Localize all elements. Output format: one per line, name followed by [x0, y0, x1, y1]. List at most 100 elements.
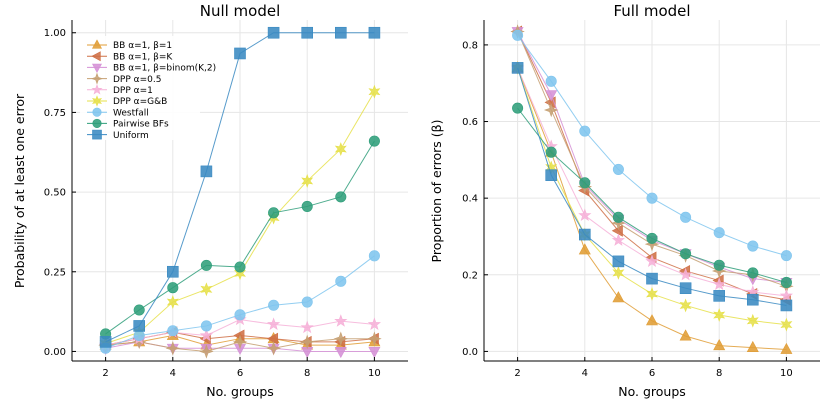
- full-model-point-dpp-g-b: [713, 308, 726, 322]
- null-model-point-bb-1-k: [266, 332, 279, 345]
- null-model-y-tick-label: 1.00: [44, 28, 66, 39]
- full-model-panel: Full model 2 4 6 8 10 0.0 0.2 0.4 0.6 0.8 No. gro…: [429, 2, 820, 399]
- null-model-point-westfall: [301, 296, 313, 308]
- null-model-point-dpp-0-5: [367, 331, 382, 346]
- null-model-y-tick-label: 0.00: [44, 347, 66, 358]
- full-model-point-bb-1-1: [679, 329, 692, 341]
- full-model-x-tick-label: 8: [716, 368, 722, 379]
- null-model-point-uniform: [200, 165, 213, 178]
- null-model-point-dpp-0-5: [333, 331, 349, 346]
- full-model-point-uniform: [679, 282, 692, 295]
- full-model-point-pairwise-bfs: [646, 232, 658, 244]
- null-model-point-westfall: [368, 250, 380, 262]
- full-model-point-westfall: [713, 227, 725, 239]
- full-model-point-uniform: [578, 228, 591, 241]
- legend-label-bb-1-k: BB α=1, β=K: [113, 52, 173, 62]
- null-model-series: [98, 26, 382, 359]
- full-model-point-westfall: [579, 125, 591, 137]
- legend-marker-bb-1-binom-k-2: [91, 63, 103, 73]
- null-model-point-dpp-g-b: [368, 84, 381, 99]
- null-model-point-pairwise-bfs: [301, 200, 313, 212]
- null-model-point-pairwise-bfs: [167, 282, 179, 294]
- full-model-x-tick-label: 4: [582, 368, 588, 379]
- null-model-point-uniform: [368, 26, 381, 39]
- legend-marker-dpp-g-b: [91, 95, 103, 107]
- full-model-x-tick-label: 6: [649, 368, 655, 379]
- null-model-point-pairwise-bfs: [200, 259, 212, 271]
- legend-marker-westfall: [92, 107, 102, 117]
- null-model-point-uniform: [334, 26, 347, 39]
- legend-marker-dpp-0-5: [90, 72, 104, 85]
- null-model-point-uniform: [133, 320, 145, 332]
- full-model-point-dpp-g-b: [780, 317, 793, 332]
- full-model-point-westfall: [612, 163, 624, 175]
- full-model-point-pairwise-bfs: [747, 267, 759, 279]
- null-model-point-bb-1-binom-k-2: [334, 347, 347, 359]
- legend-label-bb-1-binom-k-2: BB α=1, β=binom(K,2): [113, 64, 216, 74]
- null-model-point-uniform: [167, 265, 179, 278]
- null-model-x-label: No. groups: [206, 384, 274, 399]
- full-model-point-bb-1-1: [578, 243, 591, 255]
- full-model-point-pairwise-bfs: [512, 102, 524, 114]
- null-model-point-westfall: [335, 275, 347, 287]
- full-model-x-label: No. groups: [618, 384, 686, 399]
- null-model-point-dpp-0-5: [199, 344, 214, 359]
- full-model-point-dpp-g-b: [679, 298, 692, 313]
- null-model-x-tick-label: 2: [102, 368, 108, 379]
- full-model-point-dpp-g-b: [612, 265, 625, 280]
- null-model-x-tick-label: 4: [170, 368, 176, 379]
- null-model-point-dpp-1: [367, 317, 381, 330]
- full-model-ticks: 2 4 6 8 10 0.0 0.2 0.4 0.6 0.8: [462, 40, 793, 379]
- full-model-point-bb-1-1: [645, 314, 659, 326]
- null-model-point-pairwise-bfs: [234, 261, 246, 273]
- full-model-point-uniform: [511, 62, 524, 74]
- legend: BB α=1, β=1BB α=1, β=K BB α=1, β=binom(K,…: [80, 36, 216, 141]
- full-model-point-pairwise-bfs: [612, 211, 624, 223]
- full-model-point-dpp-0-5: [711, 263, 727, 279]
- full-model-point-pairwise-bfs: [545, 146, 557, 158]
- full-model-point-westfall: [680, 211, 692, 223]
- full-model-y-tick-label: 0.8: [462, 40, 478, 51]
- legend-label-uniform: Uniform: [113, 131, 149, 141]
- null-model-x-tick-label: 10: [368, 368, 381, 379]
- null-model-point-dpp-0-5: [165, 341, 181, 356]
- full-model-y-tick-label: 0.6: [462, 117, 478, 128]
- null-model-point-westfall: [200, 320, 212, 332]
- full-model-point-pairwise-bfs: [680, 248, 692, 260]
- null-model-point-bb-1-binom-k-2: [368, 347, 381, 359]
- full-model-point-dpp-0-5: [543, 102, 559, 118]
- null-model-ticks: 2 4 6 8 10 0.00 0.25 0.50 0.75 1.00: [44, 28, 381, 379]
- null-model-point-dpp-g-b: [234, 266, 246, 281]
- null-model-y-tick-label: 0.25: [44, 267, 66, 278]
- null-model-point-dpp-g-b: [200, 282, 213, 297]
- null-model-point-westfall: [268, 299, 280, 311]
- full-model-point-uniform: [646, 272, 658, 285]
- null-model-point-dpp-g-b: [334, 142, 347, 156]
- null-model-y-label: Probability of at least one error: [12, 93, 27, 288]
- null-model-point-dpp-g-b: [166, 295, 179, 309]
- full-model-y-tick-label: 0.2: [462, 270, 478, 281]
- legend-marker-dpp-1: [91, 83, 103, 95]
- legend-marker-uniform: [92, 129, 102, 140]
- full-model-point-bb-1-1: [612, 291, 625, 303]
- legend-label-bb-1-1: BB α=1, β=1: [113, 41, 172, 51]
- full-model-point-dpp-1: [578, 208, 592, 222]
- legend-label-dpp-g-b: DPP α=G&B: [113, 97, 167, 107]
- full-model-point-dpp-1: [779, 288, 793, 302]
- full-model-series: [510, 24, 794, 354]
- null-model-point-dpp-1: [267, 317, 281, 330]
- full-model-point-westfall: [780, 250, 792, 262]
- full-model-point-bb-1-k: [611, 224, 623, 237]
- null-model-point-dpp-0-5: [131, 334, 147, 350]
- full-model-point-pairwise-bfs: [713, 259, 725, 271]
- null-model-point-westfall: [234, 309, 246, 321]
- null-model-point-dpp-g-b: [301, 174, 314, 188]
- null-model-point-dpp-1: [334, 314, 348, 327]
- full-model-point-bb-1-1: [713, 338, 726, 351]
- null-model-y-tick-label: 0.50: [44, 188, 66, 199]
- legend-label-dpp-1: DPP α=1: [113, 86, 153, 96]
- full-model-point-westfall: [545, 75, 557, 87]
- full-model-point-dpp-0-5: [611, 215, 626, 231]
- null-model-point-pairwise-bfs: [268, 207, 280, 219]
